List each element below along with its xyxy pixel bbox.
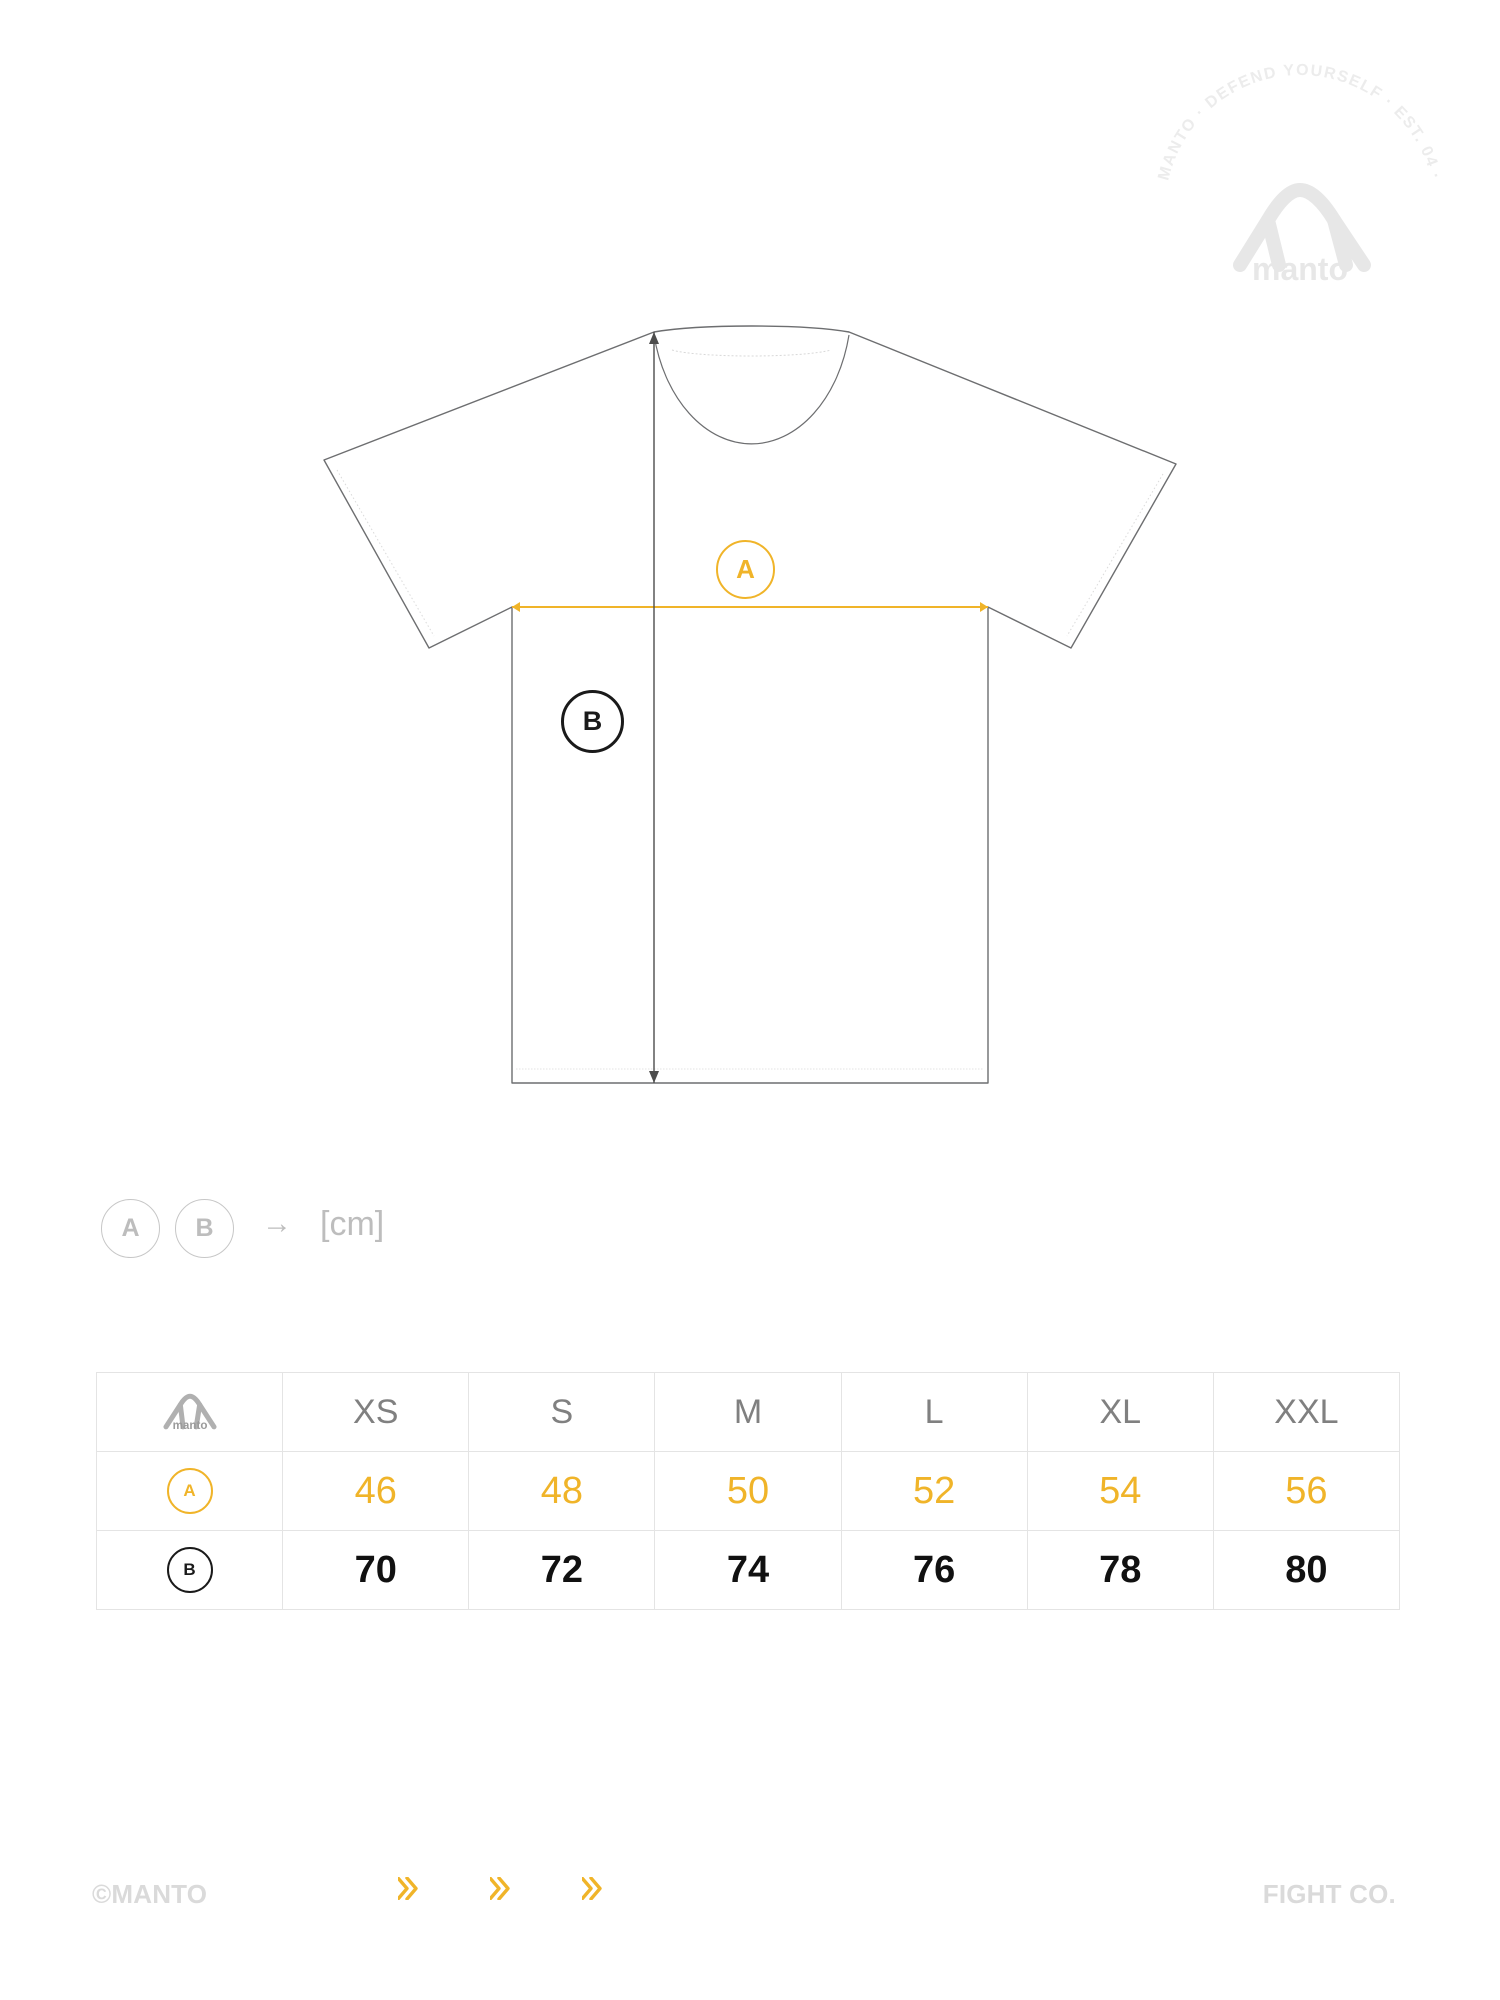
svg-text:manto: manto xyxy=(172,1419,207,1432)
